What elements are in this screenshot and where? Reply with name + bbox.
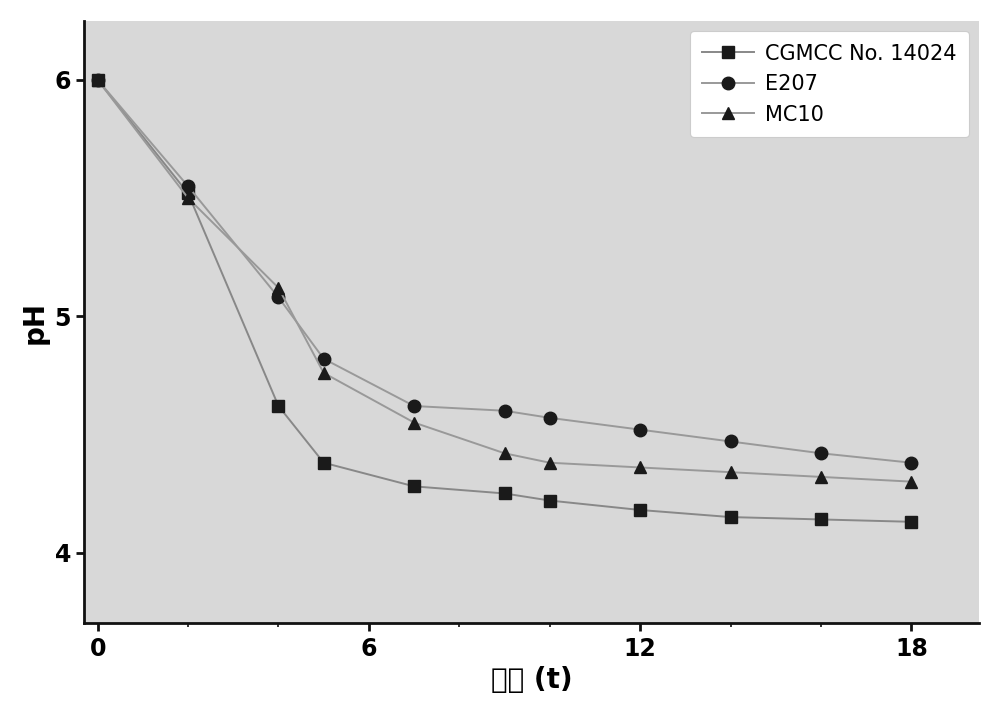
CGMCC No. 14024 bbox=[92, 76, 104, 84]
MC10 bbox=[272, 284, 284, 292]
CGMCC No. 14024 bbox=[499, 489, 511, 498]
CGMCC No. 14024 bbox=[272, 402, 284, 410]
MC10 bbox=[905, 478, 917, 486]
MC10 bbox=[92, 76, 104, 84]
E207 bbox=[815, 449, 827, 458]
MC10 bbox=[318, 369, 330, 378]
MC10 bbox=[634, 463, 646, 472]
E207 bbox=[318, 355, 330, 363]
E207 bbox=[905, 458, 917, 467]
MC10 bbox=[725, 468, 737, 476]
E207 bbox=[725, 437, 737, 445]
MC10 bbox=[544, 458, 556, 467]
CGMCC No. 14024 bbox=[725, 513, 737, 521]
Line: CGMCC No. 14024: CGMCC No. 14024 bbox=[91, 74, 918, 528]
CGMCC No. 14024 bbox=[408, 482, 420, 490]
E207 bbox=[544, 413, 556, 422]
MC10 bbox=[499, 449, 511, 458]
X-axis label: 时间 (t): 时间 (t) bbox=[491, 666, 572, 694]
MC10 bbox=[408, 418, 420, 427]
Line: MC10: MC10 bbox=[91, 74, 918, 488]
Line: E207: E207 bbox=[91, 74, 918, 469]
E207 bbox=[634, 425, 646, 434]
CGMCC No. 14024 bbox=[815, 515, 827, 523]
CGMCC No. 14024 bbox=[318, 458, 330, 467]
Y-axis label: pH: pH bbox=[21, 300, 49, 344]
E207 bbox=[272, 293, 284, 302]
E207 bbox=[499, 406, 511, 415]
CGMCC No. 14024 bbox=[634, 506, 646, 514]
MC10 bbox=[815, 473, 827, 481]
E207 bbox=[92, 76, 104, 84]
MC10 bbox=[182, 194, 194, 202]
CGMCC No. 14024 bbox=[905, 518, 917, 526]
E207 bbox=[182, 182, 194, 190]
CGMCC No. 14024 bbox=[544, 496, 556, 505]
E207 bbox=[408, 402, 420, 410]
CGMCC No. 14024 bbox=[182, 189, 194, 197]
Legend: CGMCC No. 14024, E207, MC10: CGMCC No. 14024, E207, MC10 bbox=[690, 31, 969, 137]
